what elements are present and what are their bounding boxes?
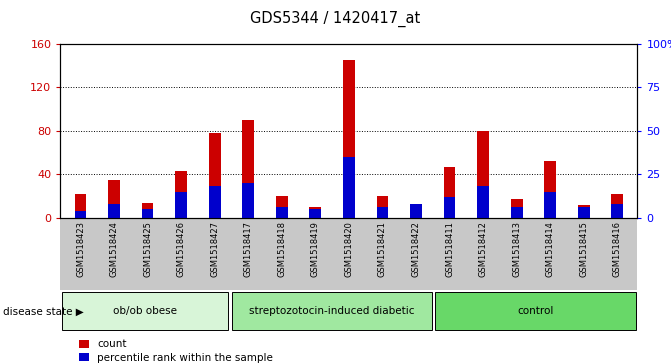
Text: GSM1518427: GSM1518427 <box>210 221 219 277</box>
Text: GSM1518416: GSM1518416 <box>613 221 622 277</box>
Bar <box>611 204 623 218</box>
Legend: count, percentile rank within the sample: count, percentile rank within the sample <box>77 337 275 363</box>
FancyBboxPatch shape <box>435 293 635 330</box>
Bar <box>376 196 389 218</box>
Text: GSM1518419: GSM1518419 <box>311 221 320 277</box>
Bar <box>309 207 321 218</box>
Bar <box>410 204 422 218</box>
Bar <box>276 196 288 218</box>
Bar <box>578 207 590 218</box>
Bar <box>108 204 120 218</box>
Text: GDS5344 / 1420417_at: GDS5344 / 1420417_at <box>250 11 421 27</box>
Bar <box>544 192 556 218</box>
Text: ob/ob obese: ob/ob obese <box>113 306 177 316</box>
Bar <box>242 183 254 218</box>
Bar <box>444 167 456 218</box>
Text: control: control <box>517 306 554 316</box>
Text: GSM1518418: GSM1518418 <box>277 221 287 277</box>
Bar <box>209 187 221 218</box>
Bar <box>242 120 254 218</box>
Bar <box>74 194 87 218</box>
Text: GSM1518417: GSM1518417 <box>244 221 253 277</box>
Text: GSM1518425: GSM1518425 <box>143 221 152 277</box>
Bar <box>74 211 87 218</box>
Bar <box>477 187 489 218</box>
Bar <box>444 197 456 218</box>
Text: GSM1518420: GSM1518420 <box>344 221 354 277</box>
Text: GSM1518424: GSM1518424 <box>109 221 119 277</box>
Bar <box>309 209 321 218</box>
Bar <box>511 199 523 218</box>
Bar <box>511 207 523 218</box>
FancyBboxPatch shape <box>62 293 228 330</box>
Text: disease state ▶: disease state ▶ <box>3 306 84 316</box>
Text: GSM1518415: GSM1518415 <box>579 221 588 277</box>
Bar <box>175 192 187 218</box>
Text: GSM1518413: GSM1518413 <box>512 221 521 277</box>
Text: GSM1518421: GSM1518421 <box>378 221 387 277</box>
Bar <box>276 207 288 218</box>
Text: GSM1518422: GSM1518422 <box>411 221 421 277</box>
Bar <box>578 205 590 218</box>
Text: streptozotocin-induced diabetic: streptozotocin-induced diabetic <box>249 306 415 316</box>
Bar <box>410 204 422 218</box>
Text: GSM1518423: GSM1518423 <box>76 221 85 277</box>
Bar <box>477 131 489 218</box>
Bar <box>611 194 623 218</box>
Bar <box>376 207 389 218</box>
Bar <box>544 161 556 218</box>
Text: GSM1518412: GSM1518412 <box>478 221 488 277</box>
Bar <box>209 133 221 218</box>
Bar <box>108 180 120 218</box>
Text: GSM1518414: GSM1518414 <box>546 221 555 277</box>
Text: GSM1518426: GSM1518426 <box>176 221 186 277</box>
Bar <box>343 157 355 218</box>
FancyBboxPatch shape <box>231 293 432 330</box>
Bar <box>142 209 154 218</box>
Bar <box>142 203 154 218</box>
Text: GSM1518411: GSM1518411 <box>445 221 454 277</box>
Bar <box>343 60 355 218</box>
Bar <box>175 171 187 218</box>
